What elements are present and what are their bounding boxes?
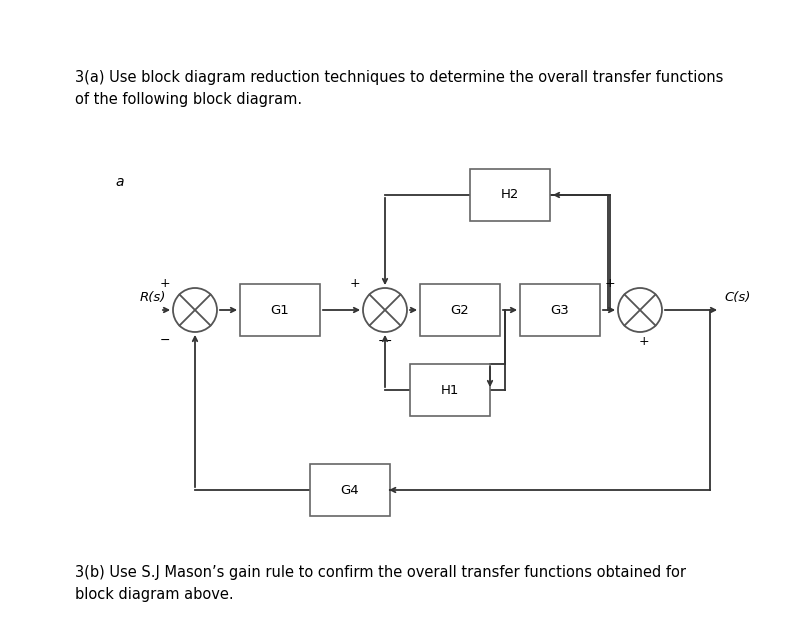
- Text: a: a: [115, 175, 124, 189]
- Text: +: +: [604, 277, 615, 290]
- Bar: [520, 284, 600, 336]
- Text: C(s): C(s): [724, 291, 750, 304]
- Bar: [410, 364, 490, 416]
- Text: +: +: [638, 335, 649, 348]
- Text: G2: G2: [451, 304, 469, 316]
- Text: +: +: [159, 277, 170, 290]
- Text: H2: H2: [501, 188, 519, 202]
- Text: −: −: [382, 335, 392, 348]
- Text: R(s): R(s): [140, 291, 166, 304]
- Bar: [240, 284, 320, 336]
- Bar: [470, 169, 550, 221]
- Text: 3(b) Use S.J Mason’s gain rule to confirm the overall transfer functions obtaine: 3(b) Use S.J Mason’s gain rule to confir…: [75, 565, 686, 602]
- Text: G1: G1: [271, 304, 290, 316]
- Text: 3(a) Use block diagram reduction techniques to determine the overall transfer fu: 3(a) Use block diagram reduction techniq…: [75, 70, 724, 107]
- Text: G3: G3: [551, 304, 570, 316]
- Bar: [310, 464, 390, 516]
- Text: G4: G4: [341, 484, 359, 496]
- Bar: [420, 284, 500, 336]
- Text: H1: H1: [441, 384, 459, 396]
- Text: +: +: [350, 277, 360, 290]
- Text: −: −: [159, 334, 170, 347]
- Text: −: −: [378, 335, 388, 348]
